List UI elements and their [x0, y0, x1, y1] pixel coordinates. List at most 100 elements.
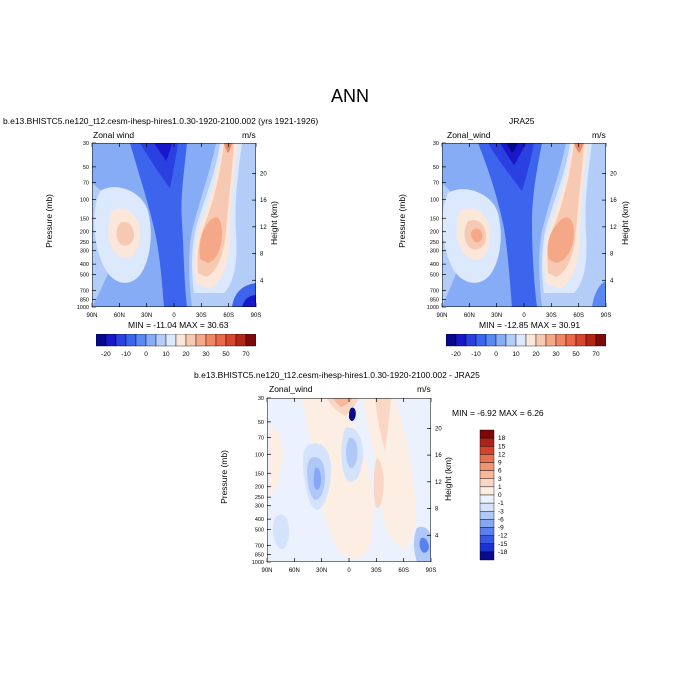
colorbar-box — [225, 334, 237, 347]
y-tick-label: 50 — [433, 165, 439, 171]
colorbar-label: 6 — [498, 468, 502, 475]
x-tick-label: 30N — [491, 313, 502, 319]
x-tick-label: 90N — [261, 568, 272, 574]
x-tick-label: 90N — [86, 313, 97, 319]
contour-band — [333, 398, 353, 407]
colorbar-box — [565, 334, 577, 347]
y-tick-label: 500 — [430, 273, 439, 279]
y-right-tick-label: 12 — [435, 480, 442, 486]
colorbar-label: 70 — [242, 351, 250, 358]
contour-band — [373, 458, 384, 509]
y-tick-label: 100 — [255, 452, 264, 458]
colorbar-label: -10 — [121, 351, 131, 358]
colorbar-box — [575, 334, 587, 347]
y-right-tick-label: 12 — [260, 225, 267, 231]
y-right-tick-label: 4 — [610, 278, 614, 284]
colorbar-box — [235, 334, 247, 347]
colorbar-box — [595, 334, 606, 347]
contour-band — [500, 143, 526, 165]
y-axis-title: Pressure (mb) — [396, 194, 407, 248]
y-tick-label: 850 — [80, 297, 89, 303]
colorbar-box — [175, 334, 187, 347]
colorbar-label: 9 — [498, 460, 502, 467]
y-tick-label: 400 — [430, 262, 439, 268]
colorbar-box — [479, 551, 495, 561]
y-right-tick-label: 16 — [435, 453, 442, 459]
y-tick-label: 250 — [430, 240, 439, 246]
x-tick-label: 60S — [573, 313, 584, 319]
contour-band — [547, 217, 574, 263]
y-tick-label: 30 — [433, 141, 439, 147]
colorbar-label: 3 — [498, 476, 502, 483]
y-tick-label: 1000 — [77, 305, 89, 311]
y-tick-label: 30 — [258, 396, 264, 402]
contour-band — [363, 398, 416, 548]
colorbar-label: 10 — [162, 351, 170, 358]
colorbar-label: -6 — [498, 516, 504, 523]
colorbar-box — [446, 334, 457, 347]
main-title: ANN — [330, 86, 369, 106]
y-right-tick-label: 8 — [435, 507, 439, 513]
colorbar-box — [195, 334, 207, 347]
left-label: Zonal_wind — [269, 384, 313, 394]
y-tick-label: 50 — [83, 165, 89, 171]
x-tick-label: 90S — [426, 568, 437, 574]
x-tick-label: 60S — [223, 313, 234, 319]
colorbar-label: 50 — [222, 351, 230, 358]
y-tick-label: 70 — [433, 181, 439, 187]
y-tick-label: 300 — [80, 249, 89, 255]
colorbar-label: 10 — [512, 351, 520, 358]
y-tick-label: 150 — [80, 216, 89, 222]
colorbar-label: 0 — [494, 351, 498, 358]
y-right-tick-label: 8 — [260, 252, 264, 258]
y-right-tick-label: 12 — [610, 225, 617, 231]
y-tick-label: 150 — [255, 471, 264, 477]
contour-band — [224, 143, 232, 153]
contour-band — [471, 228, 483, 243]
y-right-tick-label: 20 — [260, 171, 267, 177]
y-right-tick-label: 16 — [260, 198, 267, 204]
contour-band — [130, 143, 187, 307]
panel-title: b.e13.BHISTC5.ne120_t12.cesm-ihesp-hires… — [3, 116, 319, 126]
y-tick-label: 300 — [430, 249, 439, 255]
colorbar-label: 18 — [498, 435, 506, 442]
y-tick-label: 70 — [258, 436, 264, 442]
contour-band — [478, 143, 542, 307]
colorbar-label: -9 — [498, 525, 504, 532]
y-tick-label: 400 — [80, 262, 89, 268]
contour-plot — [442, 143, 606, 307]
colorbar-box — [479, 429, 495, 439]
units-label: m/s — [242, 130, 256, 140]
x-tick-label: 60N — [464, 313, 475, 319]
axes-overlay-2: 90N 60N 30N 0 30S 60S 90S 30 50 70 100 150 200 250 300… — [252, 396, 443, 574]
colorbar-box — [479, 454, 495, 463]
contour-band — [574, 143, 584, 153]
y-tick-label: 700 — [255, 543, 264, 549]
x-tick-label: 30N — [141, 313, 152, 319]
left-label: Zonal_wind — [447, 130, 491, 140]
y-axis-title: Pressure (mb) — [218, 450, 229, 504]
left-label: Zonal wind — [93, 130, 135, 140]
colorbar-box — [479, 478, 495, 488]
x-tick-label: 30N — [316, 568, 327, 574]
colorbar-label: 30 — [552, 351, 560, 358]
y-tick-label: 300 — [255, 504, 264, 510]
colorbar-label: -18 — [498, 549, 508, 556]
colorbar-box — [479, 446, 495, 455]
y-tick-label: 100 — [80, 197, 89, 203]
y-tick-label: 250 — [255, 495, 264, 501]
contour-band — [419, 537, 429, 553]
y-tick-label: 100 — [430, 197, 439, 203]
colorbar: -20 -10 0 10 20 30 50 70 — [446, 334, 606, 358]
units-label: m/s — [417, 384, 431, 394]
min-max: MIN = -12.85 MAX = 30.91 — [479, 320, 581, 330]
y-tick-label: 200 — [255, 485, 264, 491]
contour-band — [346, 437, 358, 468]
colorbar-box — [479, 511, 495, 520]
contour-band — [116, 221, 134, 246]
colorbar-label: 0 — [498, 492, 502, 499]
y-tick-label: 700 — [430, 288, 439, 294]
contour-plot — [267, 398, 431, 562]
y-right-tick-label: 8 — [610, 252, 614, 258]
